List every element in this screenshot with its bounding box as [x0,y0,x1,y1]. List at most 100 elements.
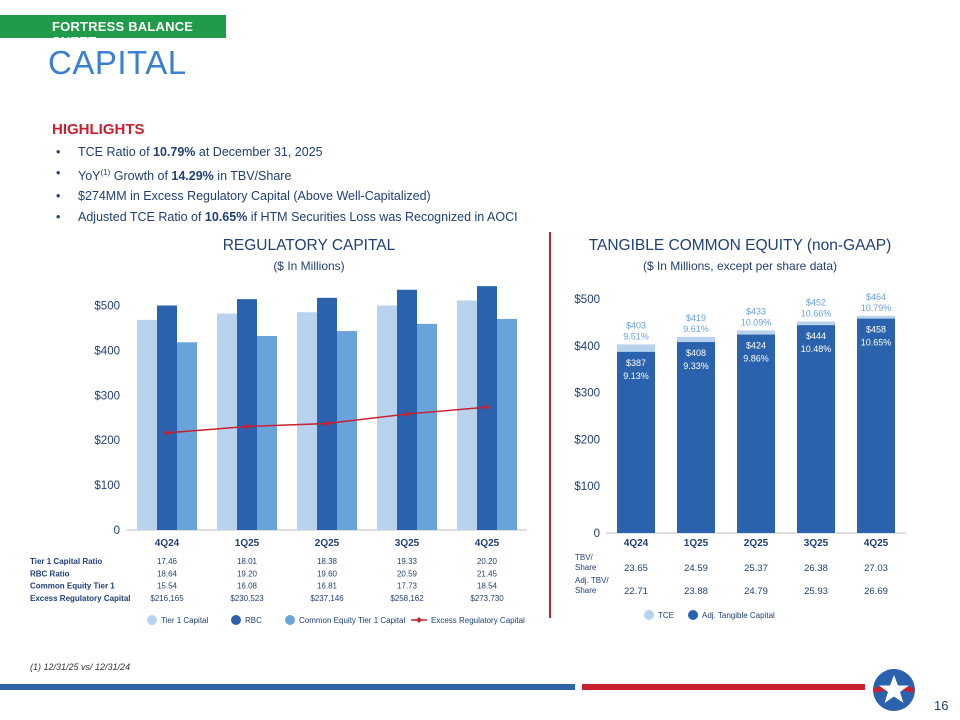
regulatory-bar [297,312,317,530]
excess-capital-point [244,423,250,430]
tce-value-label: $433 [746,306,766,316]
excess-capital-point [484,404,490,411]
adj-ratio-label: 9.33% [683,361,709,371]
regulatory-y-tick: $100 [94,480,120,492]
regulatory-bar [237,299,257,530]
tce-table-cell: 27.03 [864,563,888,574]
tce-table-cell: 26.69 [864,586,888,597]
tce-table-cell: 25.93 [804,586,828,597]
tce-chart-subtitle: ($ In Millions, except per share data) [642,259,838,273]
section-banner: FORTRESS BALANCE SHEET [0,15,226,49]
tce-value-label: $419 [686,313,706,323]
regulatory-legend-swatch [285,615,295,625]
tce-x-tick: 1Q25 [684,538,709,549]
regulatory-table-cell: 18.01 [237,557,258,566]
tce-table-cell: 22.71 [624,586,648,597]
highlight-item: $274MM in Excess Regulatory Capital (Abo… [56,186,518,207]
adj-ratio-label: 10.65% [861,338,892,348]
regulatory-chart-title: REGULATORY CAPITAL [222,237,396,254]
regulatory-table-cell: $258,162 [390,594,424,603]
tce-ratio-label: 9.51% [623,331,649,341]
adj-tangible-bar [617,351,655,533]
regulatory-bar [257,335,277,530]
tce-y-tick: 0 [594,528,600,540]
section-divider [549,232,551,618]
regulatory-y-tick: $200 [94,435,120,447]
tce-ratio-label: 10.79% [861,303,892,313]
tce-table-cell: 24.59 [684,563,708,574]
regulatory-bar [457,300,477,530]
adj-value-label: $387 [626,358,646,368]
tce-table-label: Adj. TBV/ [575,576,609,585]
highlights-list: TCE Ratio of 10.79% at December 31, 2025… [56,142,518,227]
regulatory-x-tick: 1Q25 [235,538,260,549]
regulatory-bar [397,289,417,530]
tce-y-tick: $100 [574,481,600,493]
regulatory-table-cell: 18.38 [317,557,338,566]
regulatory-table-label: Tier 1 Capital Ratio [30,557,102,566]
regulatory-bar [157,305,177,530]
tce-ratio-label: 9.61% [683,324,709,334]
footer-stripe-blue [0,684,575,690]
adj-ratio-label: 9.13% [623,371,649,381]
tce-value-label: $452 [806,297,826,307]
tce-table-label: Share [575,586,597,595]
regulatory-table-cell: 20.59 [397,569,418,578]
tce-legend-label: Adj. Tangible Capital [702,611,775,620]
regulatory-table-cell: 16.08 [237,582,258,591]
section-label: FORTRESS BALANCE SHEET [52,19,194,49]
star-logo-icon [873,669,915,711]
regulatory-table-label: RBC Ratio [30,569,70,578]
regulatory-table-cell: $230,523 [230,594,264,603]
footer-stripe-red [582,684,865,690]
regulatory-table-cell: 18.64 [157,569,178,578]
regulatory-table-cell: 16.81 [317,582,338,591]
regulatory-table-cell: 19.60 [317,569,338,578]
regulatory-table-cell: 17.73 [397,582,418,591]
tce-table-cell: 26.38 [804,563,828,574]
tce-y-tick: $300 [574,388,600,400]
highlight-item: TCE Ratio of 10.79% at December 31, 2025 [56,142,518,163]
adj-tangible-bar [857,318,895,533]
regulatory-legend-label: Common Equity Tier 1 Capital [299,616,405,625]
adj-value-label: $458 [866,325,886,335]
page-number: 16 [934,698,949,713]
regulatory-table-cell: $237,146 [310,594,344,603]
regulatory-legend-swatch [416,617,422,623]
tce-table-cell: 24.79 [744,586,768,597]
tce-value-label: $403 [626,320,646,330]
tce-x-tick: 2Q25 [744,538,769,549]
tce-x-tick: 4Q24 [624,538,649,549]
tce-table-cell: 23.88 [684,586,708,597]
regulatory-table-cell: 17.46 [157,557,178,566]
page-title: CAPITAL [48,44,187,81]
adj-value-label: $408 [686,348,706,358]
regulatory-bar [417,323,437,530]
highlight-item: YoY(1) Growth of 14.29% in TBV/Share [56,163,518,187]
tce-table-label: Share [575,563,597,572]
tce-legend-label: TCE [658,611,674,620]
excess-capital-point [324,420,330,427]
regulatory-table-label: Common Equity Tier 1 [30,582,115,591]
regulatory-chart-subtitle: ($ In Millions) [273,259,345,273]
adj-value-label: $444 [806,331,826,341]
regulatory-legend-swatch [231,615,241,625]
tce-legend-swatch [688,610,698,620]
regulatory-table-cell: $273,730 [470,594,504,603]
adj-value-label: $424 [746,341,766,351]
tce-x-tick: 3Q25 [804,538,829,549]
regulatory-bar [337,331,357,530]
tce-ratio-label: 10.66% [801,308,832,318]
tce-chart-title: TANGIBLE COMMON EQUITY (non-GAAP) [588,237,892,254]
regulatory-y-tick: $300 [94,390,120,402]
regulatory-legend-label: Tier 1 Capital [161,616,209,625]
regulatory-table-cell: 19.33 [397,557,418,566]
regulatory-table-cell: 21.45 [477,569,498,578]
regulatory-bar [177,342,197,530]
regulatory-table-cell: 20.20 [477,557,498,566]
regulatory-legend-swatch [147,615,157,625]
regulatory-bar [497,318,517,530]
adj-ratio-label: 10.48% [801,344,832,354]
tce-y-tick: $200 [574,434,600,446]
